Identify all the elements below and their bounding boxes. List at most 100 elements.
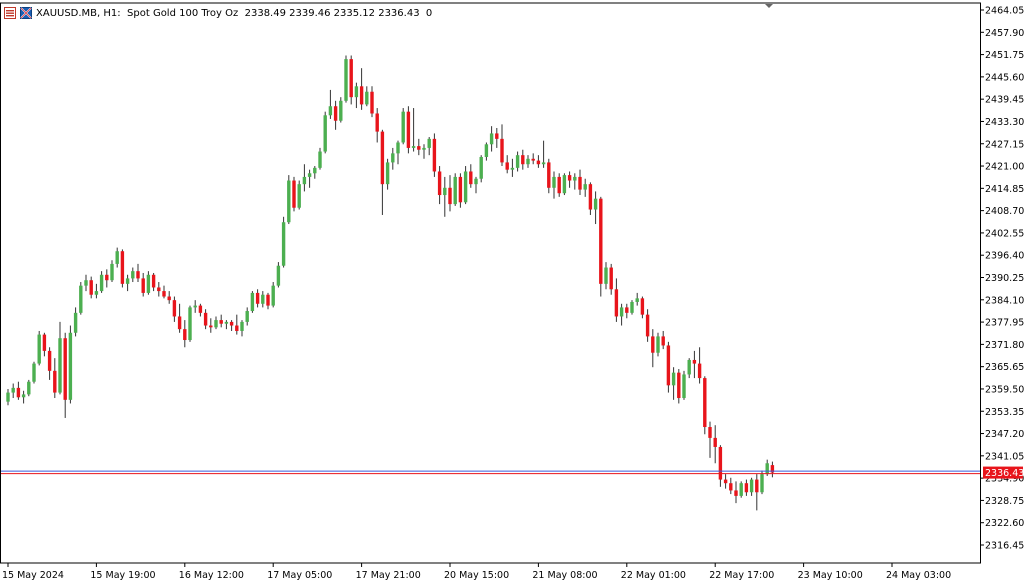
candle [531,153,535,165]
candle [469,164,473,188]
candle [505,155,509,174]
candle-body [656,336,660,353]
candle [640,296,645,319]
candle [42,332,47,357]
candle-body [661,336,665,346]
candle [37,330,41,366]
candle [177,303,182,333]
symbol-flag-icon[interactable] [20,7,32,19]
candle-body [458,176,463,203]
candle [151,272,156,292]
candle [760,470,764,495]
candle [417,138,421,156]
candle-body [73,312,78,333]
candle-body [344,59,348,101]
candle [432,133,437,177]
candle-body [209,325,213,328]
x-tick-label: 22 May 01:00 [621,570,686,581]
candle-body [84,280,88,286]
candle-body [422,147,426,150]
candle-body [729,483,733,491]
candle [339,97,343,123]
candle [193,300,197,313]
candle-body [198,305,203,313]
candle-body [333,106,338,121]
plot-border [0,2,981,564]
candle-body [682,374,686,399]
y-tick-label: 2457.90 [985,28,1024,39]
candle-body [588,184,593,210]
candle [349,55,353,105]
x-tick-label: 23 May 10:00 [798,570,863,581]
candle [63,332,67,418]
candle-body [697,363,702,379]
candle [458,173,463,208]
candle [666,341,671,393]
symbol-name: XAUUSD.MB [36,7,98,19]
candle [671,367,676,400]
candle-body [541,162,546,165]
candle-body [604,267,608,284]
candle-body [567,175,572,181]
candle [713,425,717,464]
candle [437,166,442,205]
candle [255,289,260,308]
candle-body [619,307,624,317]
candle-body [11,387,15,393]
candle [146,271,151,295]
candle-body [687,359,691,375]
candle-body [261,294,265,304]
candle [323,111,327,154]
candle [53,358,57,399]
candle-body [734,490,738,496]
candle-body [235,325,239,331]
candle-body [177,316,182,330]
y-tick-label: 2365.65 [985,362,1024,373]
candle [521,149,525,170]
candle [27,379,31,397]
candle [333,100,338,130]
y-tick-label: 2347.20 [985,429,1024,440]
candle-body [141,278,145,293]
candle [261,291,265,308]
candle [157,282,161,297]
candle [120,249,125,288]
candle [661,330,665,350]
candle-body [328,106,333,116]
candle [110,260,114,283]
candle-body [671,372,676,386]
y-tick-label: 2445.60 [985,72,1024,83]
candle [463,166,468,205]
chart-list-icon[interactable] [4,7,16,19]
candle-body [37,334,41,364]
candle [510,158,515,177]
candle-body [318,151,322,168]
candle-body [131,271,135,279]
candle [328,89,333,119]
candle-body [188,307,192,341]
candle [687,358,691,379]
candle-body [16,387,21,398]
candle [583,178,587,197]
candle [770,461,775,478]
candle [380,129,385,215]
candle-body [505,162,509,170]
y-tick-label: 2328.75 [985,496,1024,507]
candle-body [359,86,364,105]
candle [292,176,296,212]
candle-body [718,446,723,480]
candle [21,390,26,404]
chart-header: XAUUSD.MB, H1: Spot Gold 100 Troy Oz 233… [4,5,432,21]
candle [593,191,598,225]
candle [552,171,556,199]
candle [209,318,213,333]
candle [677,369,681,404]
candle-body [151,274,156,288]
candle [32,361,36,384]
price-axis: 2464.05 2457.90 2451.75 2445.60 2439.45 2433.… [980,6,1024,552]
chart-frame [0,2,981,564]
candle-body [287,180,291,223]
candle-body [723,479,728,484]
x-tick-label: 17 May 05:00 [267,570,332,581]
